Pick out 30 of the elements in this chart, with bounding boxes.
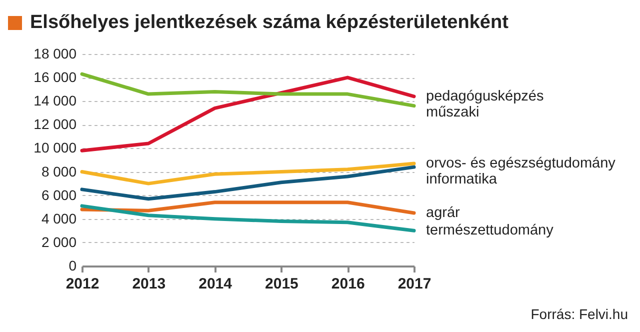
line-series: [80, 72, 416, 108]
series-label: orvos- és egészségtudomány: [426, 156, 616, 172]
x-tick-label: 2015: [265, 276, 298, 292]
x-tick-label: 2013: [132, 276, 166, 292]
x-tick-label: 2014: [198, 276, 233, 292]
y-tick-label: 18 000: [34, 46, 77, 62]
series-label: agrár: [426, 205, 460, 221]
y-tick-label: 8 000: [41, 163, 77, 180]
x-tick-label: 2016: [331, 276, 365, 292]
y-tick-label: 12 000: [34, 116, 77, 132]
series-label: pedagógusképzés: [426, 88, 544, 104]
text: Forrás: Felvi.hu: [530, 306, 628, 322]
y-tick-label: 6 000: [41, 186, 77, 203]
line-series: [80, 204, 416, 232]
series-label: informatika: [426, 172, 498, 188]
y-tick-label: 10 000: [34, 140, 77, 156]
y-tick-label: 14 000: [34, 92, 77, 109]
x-tick-label: 2012: [66, 276, 100, 292]
line-series: [80, 76, 416, 152]
y-tick-label: 0: [68, 258, 77, 274]
y-tick-label: 2 000: [41, 234, 77, 250]
line-series: [80, 200, 416, 215]
line-series: [80, 165, 416, 201]
y-tick-label: 4 000: [41, 210, 77, 226]
line-series: [80, 162, 416, 186]
x-tick-label: 2017: [398, 276, 432, 292]
chart-title: Elsőhelyes jelentkezések száma képzésterületenként: [30, 12, 508, 34]
y-tick-label: 16 000: [34, 69, 77, 86]
series-label: természettudomány: [426, 222, 554, 239]
series-label: műszaki: [426, 104, 480, 120]
